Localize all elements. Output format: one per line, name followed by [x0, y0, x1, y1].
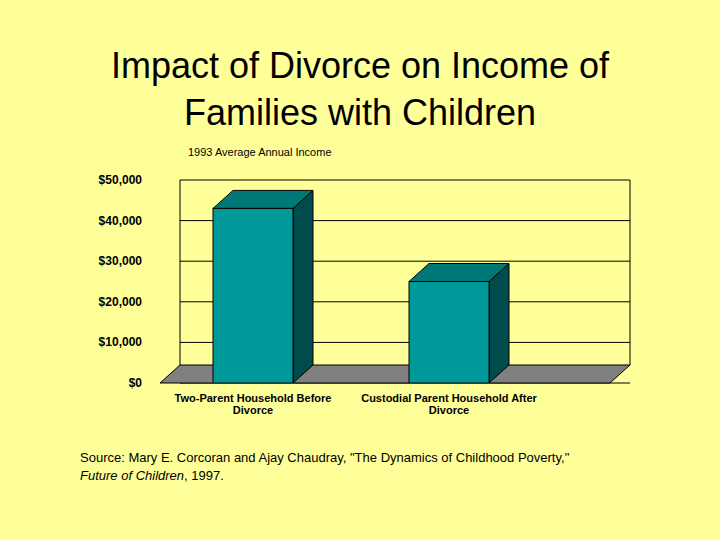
category-line: Divorce — [429, 404, 469, 416]
source-year: , 1997. — [184, 468, 224, 483]
bar-side — [489, 264, 509, 384]
bar — [409, 282, 489, 384]
tick-label: $40,000 — [99, 214, 143, 228]
tick-label: $0 — [129, 376, 143, 390]
chart: Impact of Divorce on Income of Families w… — [0, 0, 720, 540]
category-line: Custodial Parent Household After — [361, 392, 537, 404]
category-label: Two-Parent Household BeforeDivorce — [175, 392, 332, 416]
title-line: Families with Children — [184, 92, 536, 133]
category-label: Custodial Parent Household AfterDivorce — [361, 392, 537, 416]
source-journal: Future of Children — [80, 468, 184, 483]
tick-label: $50,000 — [99, 173, 143, 187]
tick-label: $20,000 — [99, 295, 143, 309]
source: Source: Mary E. Corcoran and Ajay Chaudr… — [80, 450, 570, 465]
grid-line — [180, 180, 630, 181]
bar-top — [409, 264, 509, 282]
tick-label: $10,000 — [99, 335, 143, 349]
wall-edge — [630, 180, 631, 365]
title: Impact of Divorce on Income of Families w… — [111, 45, 610, 133]
bar-top — [213, 190, 313, 208]
axis-line — [180, 180, 181, 365]
bar-side — [293, 190, 313, 383]
title-line: Impact of Divorce on Income of — [111, 45, 610, 86]
subtitle: 1993 Average Annual Income — [188, 146, 332, 158]
bars — [213, 190, 509, 383]
background — [0, 0, 720, 540]
category-line: Divorce — [233, 404, 273, 416]
tick-label: $30,000 — [99, 254, 143, 268]
category-line: Two-Parent Household Before — [175, 392, 332, 404]
source-line: Future of Children, 1997. — [80, 468, 224, 483]
bar — [213, 208, 293, 383]
